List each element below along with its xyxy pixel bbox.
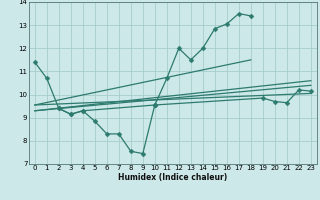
X-axis label: Humidex (Indice chaleur): Humidex (Indice chaleur): [118, 173, 228, 182]
